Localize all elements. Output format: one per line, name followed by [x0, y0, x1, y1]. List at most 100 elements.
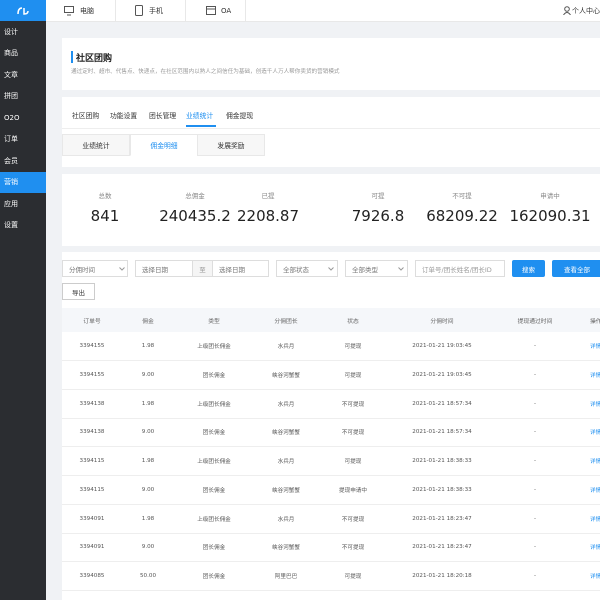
view-all-button[interactable]: 查看全部: [552, 260, 600, 277]
sub-tab[interactable]: 发展奖励: [197, 134, 265, 156]
table-cell: -: [533, 429, 537, 436]
table-cell: 峡谷河蟹蟹: [272, 372, 300, 379]
sub-tab[interactable]: 佣金明细: [130, 134, 198, 156]
export-button[interactable]: 导出: [62, 283, 95, 300]
stat-value: 240435.2: [159, 207, 231, 225]
status-select[interactable]: 全部状态: [276, 260, 338, 277]
table-cell: 峡谷河蟹蟹: [272, 430, 300, 437]
column-header: 操作: [590, 318, 600, 325]
table-cell: 上级团长佣金: [197, 344, 231, 350]
divider: [115, 0, 116, 22]
sidebar: [0, 0, 46, 600]
keyword-input[interactable]: 订单号/团长姓名/团长ID: [415, 260, 505, 277]
table-cell: 3394155: [79, 371, 105, 378]
table-cell: 3394085: [79, 573, 105, 579]
menu-item[interactable]: 营销: [0, 171, 46, 193]
device-tab[interactable]: OA: [221, 7, 232, 15]
header-card: [62, 38, 600, 90]
menu-item[interactable]: 会员: [4, 156, 18, 165]
detail-link[interactable]: 详情: [590, 574, 600, 580]
menu-item[interactable]: 拼团: [4, 92, 18, 101]
dropdown-arrow: [398, 267, 404, 271]
column-header: 订单号: [83, 318, 101, 325]
detail-link[interactable]: 详情: [590, 516, 600, 523]
tab-underline: [186, 125, 216, 127]
row-divider: [62, 417, 600, 419]
menu-item[interactable]: 设置: [4, 221, 18, 230]
table-cell: 阿里巴巴: [274, 574, 298, 580]
row-divider: [62, 388, 600, 390]
table-cell: 2021-01-21 18:23:47: [412, 544, 472, 551]
table-cell: 2021-01-21 18:57:34: [412, 429, 472, 436]
stat-value: 68209.22: [426, 207, 498, 225]
divider: [245, 0, 246, 22]
table-cell: 3394138: [79, 429, 105, 436]
table-cell: 2021-01-21 18:20:18: [412, 573, 472, 579]
column-header: 状态: [347, 318, 359, 325]
row-divider: [62, 446, 600, 448]
table-cell: 2021-01-21 18:38:33: [412, 486, 472, 493]
table-cell: 团长佣金: [202, 545, 226, 552]
row-divider: [62, 590, 600, 591]
table-cell: 可提现: [344, 574, 362, 580]
type-select[interactable]: 全部类型: [345, 260, 408, 277]
table-cell: 团长佣金: [202, 430, 226, 437]
tab[interactable]: 团长管理: [149, 112, 177, 120]
menu-item[interactable]: 订单: [4, 135, 18, 144]
table-cell: 上级团长佣金: [197, 401, 231, 408]
table-cell: -: [533, 458, 537, 464]
stat-label: 申请中: [540, 192, 560, 200]
detail-link[interactable]: 详情: [590, 459, 600, 465]
table-cell: 9.00: [141, 371, 155, 378]
row-divider: [62, 532, 600, 534]
table-cell: 2021-01-21 18:23:47: [412, 515, 472, 522]
table-cell: 不可提现: [341, 516, 365, 523]
menu-item[interactable]: 文章: [4, 70, 18, 79]
column-header: 分佣时间: [430, 318, 454, 325]
table-cell: 1.98: [141, 515, 155, 522]
start-date[interactable]: 选择日期: [135, 260, 193, 277]
tab[interactable]: 功能设置: [110, 112, 138, 120]
logo[interactable]: [0, 0, 46, 21]
table-cell: 2021-01-21 18:38:33: [412, 458, 472, 464]
menu-item[interactable]: 应用: [4, 199, 18, 208]
table-cell: -: [533, 371, 537, 378]
user-center[interactable]: 个人中心: [572, 7, 600, 15]
detail-link[interactable]: 详情: [590, 401, 600, 408]
tab[interactable]: 社区团购: [72, 112, 100, 120]
sub-tab[interactable]: 业绩统计: [62, 134, 130, 156]
desktop-icon: [64, 6, 74, 16]
table-cell: 不可提现: [341, 545, 365, 552]
table-cell: 9.00: [141, 429, 155, 436]
table-cell: 可提现: [344, 459, 362, 465]
device-tab[interactable]: 手机: [149, 7, 163, 15]
detail-link[interactable]: 详情: [590, 372, 600, 379]
menu-item[interactable]: 商品: [4, 49, 18, 58]
device-tab[interactable]: 电脑: [80, 7, 94, 15]
table-cell: 水兵月: [277, 516, 295, 523]
dropdown-arrow: [119, 267, 125, 271]
table-header: [62, 308, 600, 332]
tab[interactable]: 佣金提现: [226, 112, 254, 120]
user-icon: [563, 6, 571, 15]
oa-icon: [206, 6, 216, 15]
row-divider: [62, 503, 600, 505]
menu-item[interactable]: 设计: [4, 27, 18, 36]
tab[interactable]: 业绩统计: [186, 112, 214, 120]
detail-link[interactable]: 详情: [590, 430, 600, 437]
stat-value: 841: [90, 207, 120, 225]
table-cell: -: [533, 573, 537, 579]
end-date[interactable]: 选择日期: [212, 260, 269, 277]
menu-item[interactable]: O2O: [4, 113, 20, 122]
detail-link[interactable]: 详情: [590, 545, 600, 552]
detail-link[interactable]: 详情: [590, 344, 600, 350]
stats-card: [62, 174, 600, 246]
search-button[interactable]: 搜索: [512, 260, 545, 277]
table-cell: 上级团长佣金: [197, 459, 231, 465]
stat-label: 已提: [261, 192, 275, 200]
time-select[interactable]: 分佣时间: [62, 260, 128, 277]
table-cell: 1.98: [141, 458, 155, 464]
detail-link[interactable]: 详情: [590, 487, 600, 494]
table-cell: 峡谷河蟹蟹: [272, 487, 300, 494]
